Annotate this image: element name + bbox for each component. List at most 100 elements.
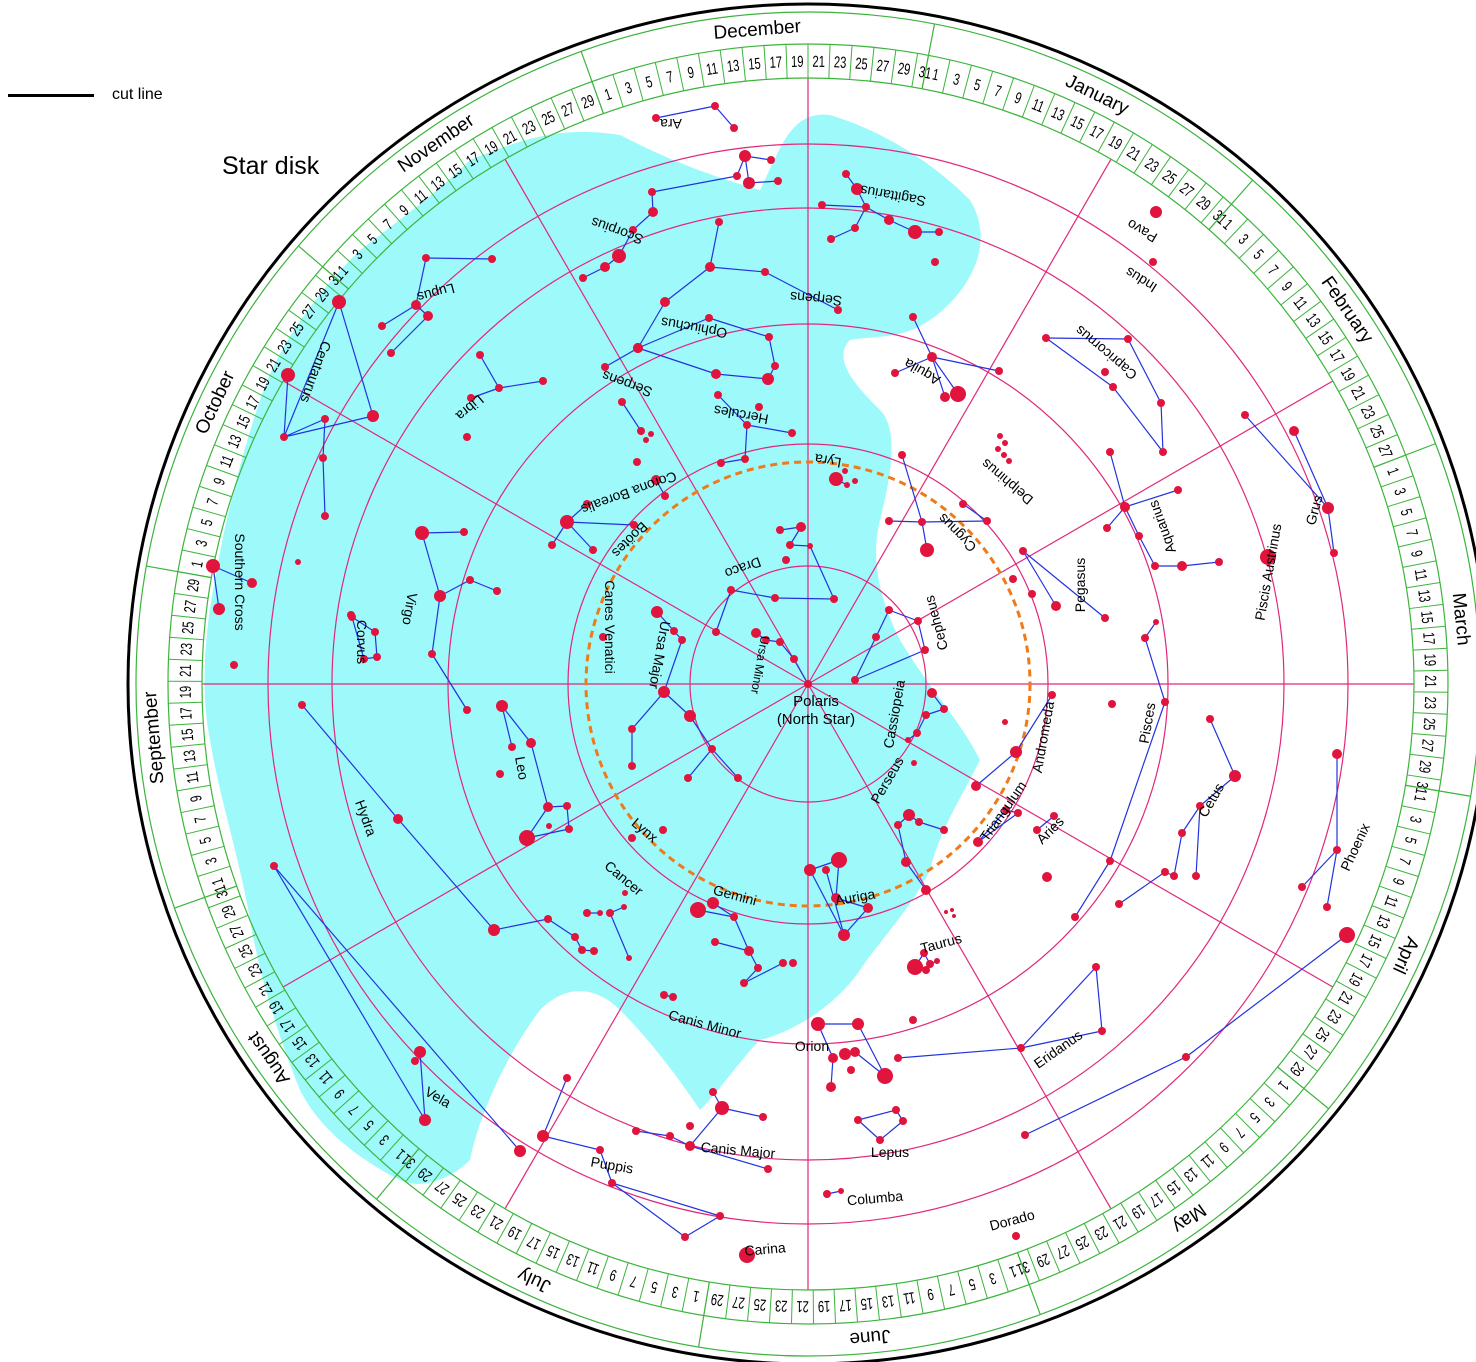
milky-way-layer (204, 114, 981, 1184)
day-label: 27 (1375, 442, 1397, 460)
day-tick (396, 1148, 420, 1175)
star-marker (1042, 334, 1050, 342)
star-marker (599, 633, 607, 641)
day-tick (169, 722, 204, 726)
day-tick (244, 971, 275, 989)
day-label: 15 (1418, 610, 1438, 625)
star-marker (1014, 809, 1022, 817)
star-marker (1178, 829, 1186, 837)
star-marker (648, 207, 658, 217)
day-tick (1263, 1082, 1291, 1106)
day-tick (275, 327, 305, 348)
star-marker (1106, 857, 1114, 865)
day-label: 13 (563, 1250, 582, 1272)
star-marker (1332, 749, 1342, 759)
day-label: 1 (1411, 794, 1430, 804)
star-marker (940, 392, 950, 402)
constellation-label: Columba (846, 1188, 903, 1209)
star-marker (983, 517, 991, 525)
star-marker (514, 1145, 526, 1157)
star-marker (877, 1068, 893, 1084)
star-marker (715, 1101, 729, 1115)
star-marker (1009, 575, 1017, 583)
star-marker (321, 512, 329, 520)
star-marker (589, 546, 597, 554)
day-tick (612, 74, 624, 108)
constellation-line (1326, 849, 1338, 908)
star-marker (651, 606, 663, 618)
day-tick (746, 1287, 752, 1322)
star-marker (1050, 812, 1058, 820)
day-tick (911, 53, 919, 88)
day-tick (1120, 1202, 1139, 1233)
day-label: 3 (1235, 230, 1253, 248)
star-marker (1115, 900, 1123, 908)
day-tick (405, 1154, 428, 1182)
day-label: 15 (232, 412, 254, 431)
star-marker (790, 655, 798, 663)
star-marker (643, 437, 649, 443)
day-tick (1409, 603, 1444, 610)
day-label: 11 (902, 1289, 916, 1309)
constellation-line (283, 418, 326, 438)
day-tick (1188, 1154, 1211, 1182)
star-marker (660, 991, 668, 999)
day-tick (384, 203, 408, 230)
constellation-line (1022, 550, 1057, 607)
constellation-line (283, 415, 374, 438)
day-label: 27 (558, 98, 577, 120)
day-label: 7 (1231, 1124, 1248, 1142)
star-marker (678, 636, 686, 644)
day-label: 25 (178, 620, 198, 634)
star-marker (711, 369, 721, 379)
constellation-line (470, 387, 500, 399)
day-label: 1 (1007, 1262, 1019, 1282)
day-label: 29 (1034, 1250, 1053, 1272)
star-marker (779, 959, 787, 967)
day-tick (1097, 121, 1115, 153)
day-label: 27 (180, 599, 200, 614)
day-label: 5 (1246, 1109, 1264, 1127)
constellation-line (809, 545, 835, 600)
constellation-line (1160, 402, 1164, 453)
cut-line-label: cut line (112, 86, 163, 103)
day-tick (1371, 905, 1404, 919)
star-marker (842, 468, 848, 474)
star-marker (414, 1046, 426, 1058)
day-label: 29 (709, 1290, 724, 1310)
constellation-label: Delphinus (978, 456, 1036, 508)
star-marker (911, 760, 917, 766)
day-label: 5 (195, 835, 215, 846)
star-marker (899, 1117, 907, 1125)
day-tick (440, 1180, 461, 1209)
star-marker (1161, 868, 1169, 876)
star-marker (830, 595, 838, 603)
star-marker (206, 559, 220, 573)
day-tick (1413, 712, 1448, 715)
star-marker (918, 518, 926, 526)
day-label: 21 (796, 1298, 809, 1317)
star-marker (1149, 258, 1157, 266)
star-marker (940, 705, 948, 713)
star-marker (393, 814, 403, 824)
star-marker (651, 475, 661, 485)
star-marker (711, 938, 719, 946)
day-label: 23 (833, 52, 847, 71)
day-label: 19 (1337, 364, 1359, 384)
day-tick (1151, 156, 1172, 185)
constellation-line (901, 454, 923, 523)
constellation-line (912, 316, 933, 358)
star-marker (434, 590, 446, 602)
star-marker (321, 415, 329, 423)
constellation-line (530, 742, 549, 808)
day-label: 25 (234, 941, 256, 960)
day-tick (241, 384, 273, 402)
cut-line-sample (8, 94, 94, 97)
day-label: 17 (1087, 121, 1107, 143)
star-marker (690, 902, 706, 918)
day-tick (232, 404, 264, 420)
constellation-label: Lyra (813, 451, 842, 471)
star-marker (270, 862, 278, 870)
constellation-line (1181, 561, 1220, 567)
day-tick (1253, 249, 1280, 274)
